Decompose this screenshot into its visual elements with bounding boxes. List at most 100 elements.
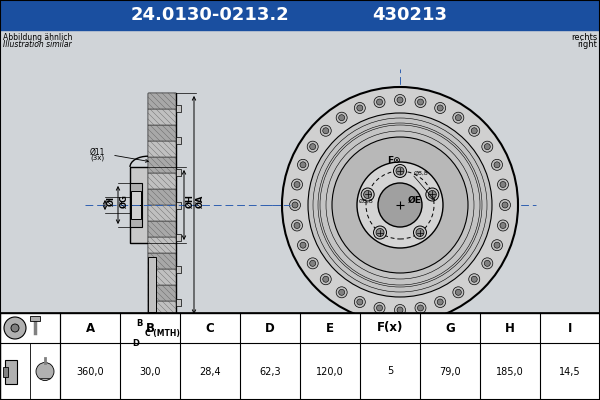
Text: Ø8,8: Ø8,8 [414,170,429,176]
Text: B: B [136,319,142,328]
Bar [148,301,176,317]
Text: 185,0: 185,0 [496,366,524,376]
Bar [148,205,176,221]
Circle shape [482,141,493,152]
Circle shape [455,115,461,121]
Circle shape [395,304,406,316]
Text: ØI: ØI [107,196,116,206]
Circle shape [308,113,492,297]
Text: H: H [505,322,515,334]
Bar [148,257,156,312]
Bar [130,183,142,227]
Circle shape [418,305,424,311]
Circle shape [434,296,446,308]
Bar [176,234,181,241]
Text: I: I [568,322,572,334]
Circle shape [338,115,344,121]
Circle shape [355,296,365,308]
Bar [148,93,176,317]
Circle shape [323,128,329,134]
Circle shape [36,362,54,380]
Circle shape [453,287,464,298]
Bar [130,167,148,243]
Circle shape [336,287,347,298]
Bar [148,109,176,125]
Bar [176,298,181,306]
Text: 430213: 430213 [373,6,448,24]
Bar [131,205,141,219]
Circle shape [418,99,424,105]
Circle shape [499,200,511,210]
Circle shape [494,242,500,248]
Circle shape [374,226,386,239]
Text: 28,4: 28,4 [199,366,221,376]
Circle shape [338,289,344,295]
Text: D: D [265,322,275,334]
Bar [176,104,181,112]
Bar [0,313,600,400]
Bar [148,189,176,205]
Circle shape [437,105,443,111]
Text: E: E [326,322,334,334]
Bar [30,316,40,321]
Bar [176,169,181,176]
Circle shape [471,128,477,134]
Bar [148,141,176,157]
Circle shape [377,99,383,105]
Text: B: B [146,322,155,334]
Circle shape [491,240,503,251]
Bar [148,93,176,109]
Circle shape [397,307,403,313]
Bar [148,125,176,141]
Circle shape [484,260,490,266]
Text: Ø8,8: Ø8,8 [359,198,374,204]
Circle shape [494,162,500,168]
Bar [148,157,176,173]
Circle shape [469,274,480,285]
Circle shape [482,258,493,269]
Circle shape [332,137,468,273]
Text: 30,0: 30,0 [139,366,161,376]
Circle shape [500,222,506,228]
Circle shape [434,102,446,114]
Bar [148,285,176,301]
Text: ØE: ØE [408,196,422,204]
Circle shape [290,200,301,210]
Circle shape [416,228,424,236]
Circle shape [377,305,383,311]
Circle shape [455,289,461,295]
Text: ØH: ØH [186,194,195,208]
Circle shape [11,324,19,332]
Text: F⊙: F⊙ [387,156,401,165]
Circle shape [292,220,302,231]
Bar [131,191,141,205]
Circle shape [320,125,331,136]
Circle shape [491,159,503,170]
Bar [148,173,176,189]
Bar [148,253,176,269]
Text: C (MTH): C (MTH) [145,329,179,338]
Circle shape [502,202,508,208]
Text: ATE: ATE [325,187,455,263]
Text: C: C [206,322,214,334]
Circle shape [497,179,508,190]
Text: Ø11: Ø11 [90,148,106,156]
Text: Abbildung ähnlich: Abbildung ähnlich [3,33,73,42]
Circle shape [394,164,407,178]
Circle shape [294,222,300,228]
Bar [0,30,600,313]
Bar [176,202,181,208]
Text: 120,0: 120,0 [316,366,344,376]
Circle shape [292,179,302,190]
Text: G: G [445,322,455,334]
Circle shape [471,276,477,282]
Text: 79,0: 79,0 [439,366,461,376]
Text: A: A [85,322,95,334]
Circle shape [307,141,318,152]
Circle shape [374,96,385,108]
Text: (3x): (3x) [90,155,104,161]
Circle shape [310,260,316,266]
Circle shape [355,102,365,114]
Text: 24.0130-0213.2: 24.0130-0213.2 [131,6,289,24]
Circle shape [437,299,443,305]
